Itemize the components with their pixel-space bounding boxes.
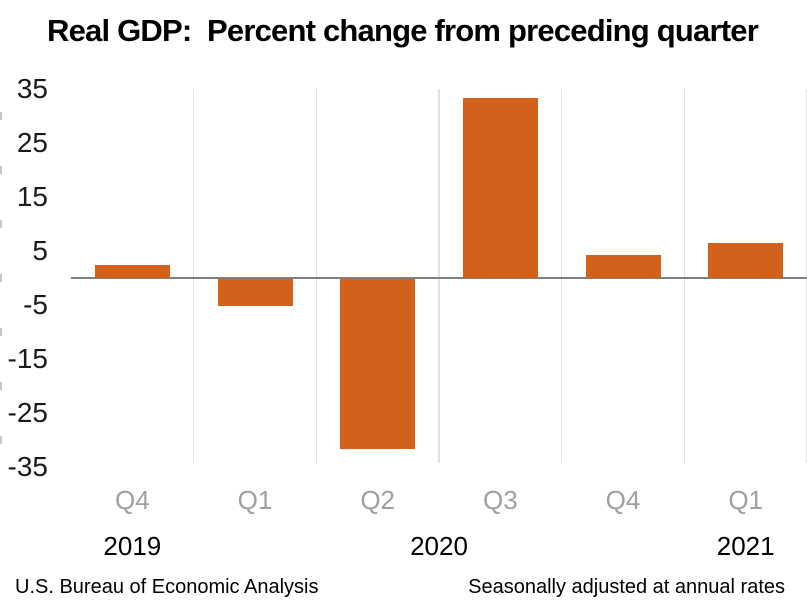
y-axis-label: -15	[7, 343, 48, 374]
source-note: U.S. Bureau of Economic Analysis	[15, 576, 319, 598]
y-axis-label: 15	[16, 181, 48, 212]
y-axis-label: -25	[7, 397, 48, 428]
category-gridline	[438, 89, 440, 463]
y-axis-label: 25	[16, 127, 48, 158]
x-axis-quarter-label: Q1	[728, 485, 763, 515]
y-axis-label: -5	[23, 289, 48, 320]
chart-title: Real GDP: Percent change from preceding …	[47, 13, 759, 48]
y-axis-minor-tick	[0, 436, 2, 444]
x-axis-quarter-label: Q3	[482, 485, 518, 515]
y-axis-label: -35	[7, 451, 48, 482]
x-axis-quarter-label: Q2	[360, 485, 395, 515]
y-axis-label: 35	[16, 73, 48, 104]
y-axis-minor-tick	[0, 382, 2, 390]
bar-q1-1	[217, 279, 293, 307]
category-gridline	[192, 89, 195, 463]
category-gridline	[560, 89, 563, 463]
x-axis-year-label: 2020	[410, 531, 468, 561]
adjustment-note: Seasonally adjusted at annual rates	[468, 576, 785, 598]
x-axis-year-label: 2021	[716, 531, 775, 561]
y-axis-minor-tick	[0, 274, 2, 282]
bar-q4-0	[94, 265, 170, 278]
y-axis-minor-tick	[0, 328, 2, 336]
y-axis-minor-tick	[0, 112, 2, 120]
y-axis-label: 5	[32, 235, 48, 266]
x-axis-quarter-label: Q1	[237, 485, 273, 515]
x-axis-year-label: 2019	[103, 531, 162, 561]
bar-q2-2	[340, 279, 416, 449]
category-gridline	[683, 89, 686, 463]
category-gridline	[315, 89, 318, 463]
x-axis-quarter-label: Q4	[605, 485, 641, 515]
zero-line	[71, 276, 807, 280]
x-axis-quarter-label: Q4	[114, 485, 150, 515]
bar-q3-3	[462, 97, 538, 278]
y-axis-minor-tick	[0, 166, 2, 174]
y-axis-minor-tick	[0, 220, 2, 228]
bar-q4-4	[585, 254, 661, 278]
bar-q1-5	[708, 243, 784, 278]
